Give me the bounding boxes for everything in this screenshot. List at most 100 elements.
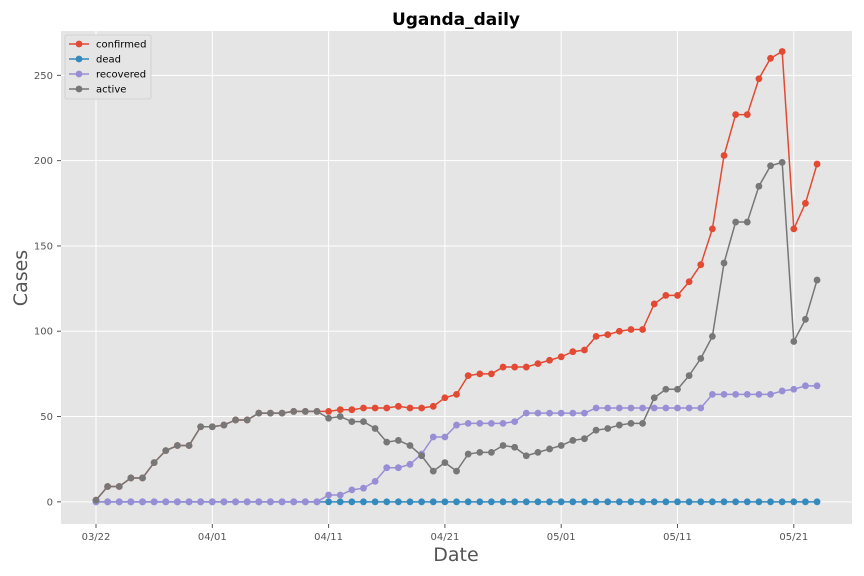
data-point-recovered xyxy=(278,498,286,506)
data-point-recovered xyxy=(755,390,763,398)
series-layer xyxy=(92,48,821,506)
data-point-dead xyxy=(778,498,786,506)
data-point-confirmed xyxy=(546,356,553,364)
data-point-recovered xyxy=(406,460,414,468)
data-point-dead xyxy=(453,498,460,506)
data-point-confirmed xyxy=(650,300,658,308)
data-point-confirmed xyxy=(406,404,414,412)
data-point-recovered xyxy=(790,385,798,393)
data-point-recovered xyxy=(546,409,553,417)
data-point-confirmed xyxy=(755,75,763,83)
data-point-active xyxy=(139,474,146,482)
data-point-recovered xyxy=(197,498,205,506)
data-point-recovered xyxy=(708,390,716,398)
data-point-recovered xyxy=(348,486,356,494)
data-point-confirmed xyxy=(534,360,542,368)
data-point-recovered xyxy=(441,433,449,441)
y-tick-label: 250 xyxy=(34,71,53,82)
data-point-recovered xyxy=(139,498,146,506)
data-point-recovered xyxy=(290,498,298,506)
data-point-active xyxy=(778,158,786,166)
x-tick-label: 03/22 xyxy=(82,532,111,543)
data-point-recovered xyxy=(453,421,460,429)
data-point-dead xyxy=(441,498,449,506)
data-point-recovered xyxy=(592,404,600,412)
data-point-active xyxy=(394,437,402,444)
data-point-dead xyxy=(732,498,740,506)
series-recovered xyxy=(92,382,821,506)
grid xyxy=(61,31,852,524)
data-point-active xyxy=(767,162,774,170)
data-point-recovered xyxy=(255,498,263,506)
data-point-confirmed xyxy=(569,348,577,356)
data-point-recovered xyxy=(208,498,216,506)
legend-entry-confirmed: confirmed xyxy=(96,40,146,51)
data-point-active xyxy=(627,419,635,427)
data-point-dead xyxy=(488,498,495,506)
chart-title: Uganda_daily xyxy=(392,10,520,30)
data-point-active xyxy=(348,418,356,426)
data-point-active xyxy=(546,445,553,453)
legend-marker-active xyxy=(75,85,83,93)
data-point-active xyxy=(755,182,763,190)
data-point-active xyxy=(92,496,100,504)
data-point-dead xyxy=(592,498,600,506)
data-point-recovered xyxy=(778,387,786,395)
x-tick-label: 04/11 xyxy=(314,532,343,543)
data-point-active xyxy=(499,442,507,449)
data-point-active xyxy=(464,450,472,458)
data-point-active xyxy=(685,372,693,379)
data-point-dead xyxy=(557,498,565,506)
data-point-recovered xyxy=(360,484,367,492)
data-point-dead xyxy=(336,498,344,506)
data-point-dead xyxy=(708,498,716,506)
data-point-recovered xyxy=(394,464,402,472)
data-point-active xyxy=(569,437,577,444)
data-point-active xyxy=(360,418,367,426)
data-point-dead xyxy=(685,498,693,506)
data-point-dead xyxy=(383,498,391,506)
x-tick-label: 05/01 xyxy=(547,532,576,543)
data-point-recovered xyxy=(115,498,123,506)
data-point-active xyxy=(708,332,716,340)
data-point-dead xyxy=(406,498,414,506)
data-point-dead xyxy=(534,498,542,506)
data-point-recovered xyxy=(522,409,530,417)
legend-marker-recovered xyxy=(75,70,83,78)
data-point-active xyxy=(732,218,740,226)
data-point-active xyxy=(441,459,449,466)
data-point-active xyxy=(162,447,170,455)
data-point-active xyxy=(650,394,658,402)
y-tick-label: 0 xyxy=(47,497,53,508)
data-point-active xyxy=(802,315,809,323)
data-point-recovered xyxy=(499,419,507,427)
legend-box xyxy=(64,34,152,100)
data-point-confirmed xyxy=(499,363,507,371)
y-tick-label: 50 xyxy=(40,412,53,423)
data-point-active xyxy=(418,452,426,460)
data-point-active xyxy=(697,355,705,362)
data-point-dead xyxy=(429,498,437,506)
data-point-confirmed xyxy=(790,225,798,233)
legend-entry-recovered: recovered xyxy=(96,70,146,81)
data-point-confirmed xyxy=(732,111,740,118)
data-point-confirmed xyxy=(476,370,484,378)
data-point-dead xyxy=(790,498,798,506)
data-point-confirmed xyxy=(674,292,681,299)
data-point-confirmed xyxy=(511,363,519,371)
data-point-confirmed xyxy=(685,278,693,286)
data-point-confirmed xyxy=(394,402,402,410)
data-point-recovered xyxy=(325,491,332,499)
data-point-active xyxy=(208,423,216,431)
legend-entry-dead: dead xyxy=(96,55,121,66)
data-point-confirmed xyxy=(429,402,437,410)
data-point-dead xyxy=(627,498,635,506)
data-point-active xyxy=(220,421,228,429)
data-point-active xyxy=(522,452,530,460)
data-point-recovered xyxy=(301,498,309,506)
data-point-active xyxy=(813,276,821,284)
data-point-active xyxy=(185,442,193,449)
data-point-dead xyxy=(697,498,705,506)
data-point-active xyxy=(150,459,158,466)
